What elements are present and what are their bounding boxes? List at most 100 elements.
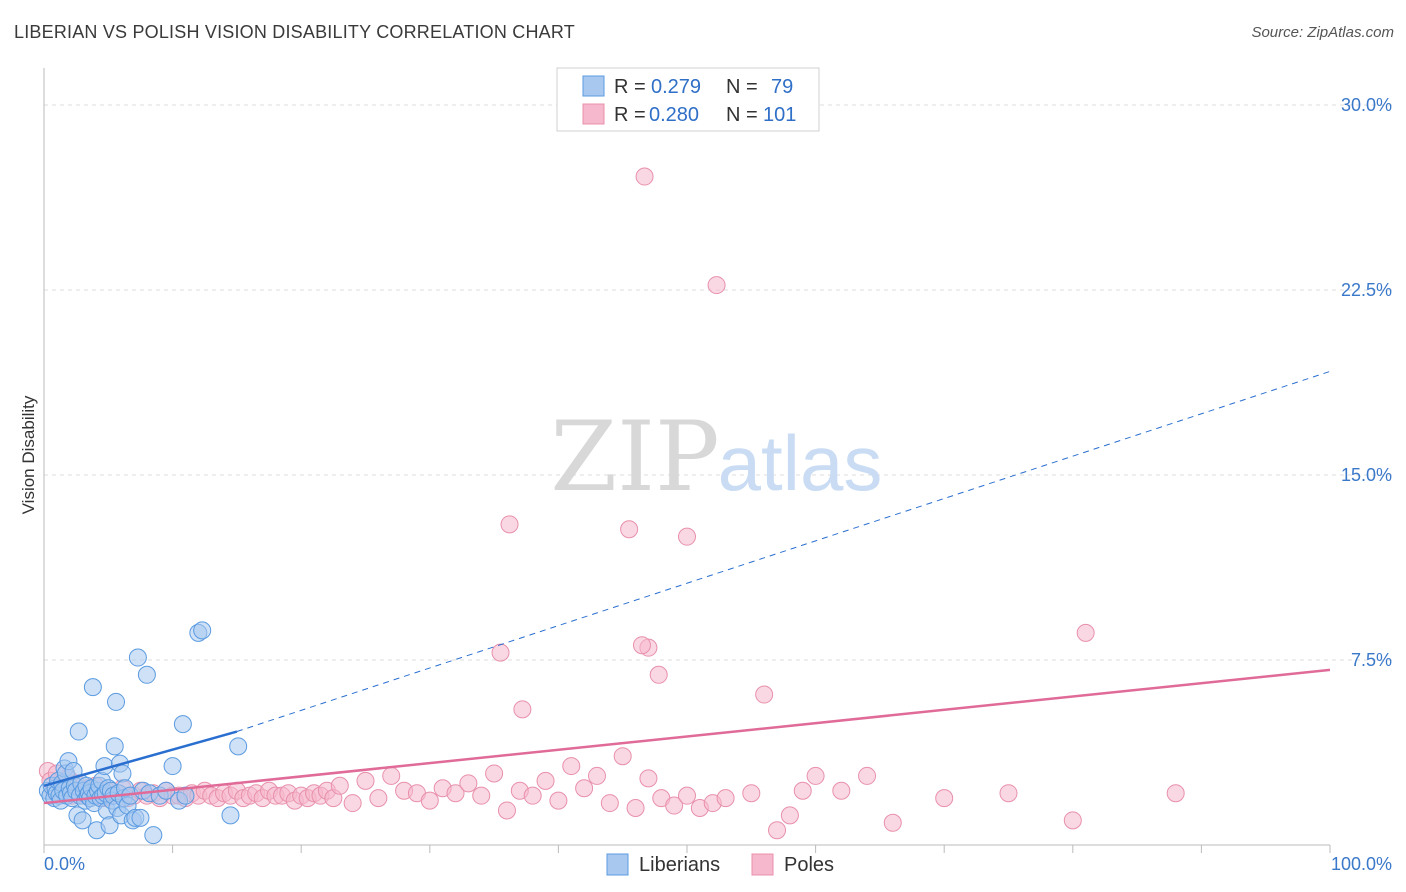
liberians-point: [69, 722, 88, 741]
legend-swatch-poles: [582, 103, 605, 125]
x-tick-label-max: 100.0%: [1331, 854, 1392, 874]
poles-point: [500, 515, 519, 534]
liberians-point: [131, 808, 150, 827]
poles-point: [649, 665, 668, 684]
poles-point: [883, 813, 902, 832]
poles-point: [600, 794, 619, 813]
legend-r-label-liberians: R =: [614, 76, 646, 98]
legend-n-label-liberians: N =: [726, 76, 758, 98]
y-tick-label: 7.5%: [1351, 650, 1392, 670]
poles-point: [575, 779, 594, 798]
bottom-legend-swatch-liberians: [606, 853, 629, 876]
legend: R = 0.279 N = 79 R = 0.280 N = 101: [556, 67, 820, 132]
poles-point: [639, 769, 658, 788]
y-tick-label: 15.0%: [1341, 465, 1392, 485]
legend-swatch-liberians: [582, 75, 605, 97]
bottom-legend-swatch-poles: [751, 853, 774, 876]
axes: [43, 68, 1331, 853]
poles-point: [382, 766, 401, 785]
x-tick-label-min: 0.0%: [44, 854, 85, 874]
poles-point: [742, 784, 761, 803]
poles-point: [793, 781, 812, 800]
liberians-point: [144, 826, 163, 845]
poles-point: [635, 167, 654, 186]
liberians-series: [38, 621, 248, 845]
poles-point: [472, 786, 491, 805]
poles-point: [620, 520, 639, 539]
watermark: ZIP atlas: [550, 401, 882, 513]
poles-point: [497, 801, 516, 820]
poles-point: [491, 643, 510, 662]
poles-point: [678, 786, 696, 805]
legend-r-label-poles: R =: [614, 104, 646, 126]
poles-point: [343, 794, 362, 813]
bottom-legend: Liberians Poles: [606, 853, 834, 876]
legend-r-liberians: 0.279: [651, 76, 701, 98]
legend-n-liberians: 79: [771, 76, 793, 98]
poles-point: [806, 766, 825, 785]
poles-point: [707, 276, 726, 295]
poles-point: [1076, 623, 1095, 642]
poles-point: [330, 776, 349, 795]
poles-point: [665, 796, 684, 815]
y-tick-label: 30.0%: [1341, 95, 1392, 115]
legend-n-label-poles: N =: [726, 104, 758, 126]
poles-point: [562, 757, 581, 776]
poles-point: [420, 791, 439, 810]
liberians-point: [173, 715, 192, 734]
poles-point: [678, 527, 696, 546]
poles-point: [513, 700, 532, 719]
poles-point: [485, 764, 504, 783]
poles-point: [755, 685, 774, 704]
liberians-point: [229, 737, 248, 756]
poles-point: [780, 806, 799, 825]
tick-labels: 7.5% 15.0% 22.5% 30.0% 0.0% 100.0%: [44, 95, 1392, 874]
poles-point: [613, 747, 632, 766]
poles-point: [1166, 784, 1185, 803]
poles-point: [587, 766, 606, 785]
liberians-trend-line: [43, 730, 238, 788]
poles-point: [459, 774, 478, 793]
poles-point: [935, 789, 954, 808]
poles-trend-line: [43, 668, 1331, 805]
poles-point: [632, 636, 651, 655]
poles-point: [523, 786, 542, 805]
liberians-point: [100, 816, 119, 835]
trend-lines: [43, 370, 1331, 805]
poles-point: [626, 799, 645, 817]
poles-point: [832, 781, 851, 800]
poles-point: [858, 766, 877, 785]
liberians-point: [221, 806, 240, 825]
source-label: Source: ZipAtlas.com: [1251, 24, 1394, 41]
poles-point: [356, 771, 375, 790]
liberians-point: [128, 648, 147, 667]
watermark-zip: ZIP: [550, 401, 719, 513]
liberians-point: [137, 665, 156, 684]
chart-title: LIBERIAN VS POLISH VISION DISABILITY COR…: [14, 22, 575, 42]
poles-point: [999, 784, 1018, 803]
liberians-trend-extension: [236, 370, 1331, 733]
y-tick-label: 22.5%: [1341, 280, 1392, 300]
liberians-point: [193, 621, 212, 640]
gridlines: [44, 104, 1392, 661]
poles-point: [1063, 811, 1082, 830]
poles-point: [446, 784, 465, 803]
liberians-point: [105, 737, 124, 756]
liberians-point: [113, 764, 132, 783]
poles-point: [536, 771, 555, 790]
bottom-legend-liberians: Liberians: [639, 854, 720, 876]
poles-point: [716, 789, 735, 808]
liberians-point: [107, 692, 126, 711]
liberians-point: [163, 757, 182, 776]
bottom-legend-poles: Poles: [784, 854, 834, 876]
y-axis-title: Vision Disability: [19, 395, 38, 514]
legend-r-poles: 0.280: [649, 104, 699, 126]
poles-point: [369, 789, 388, 808]
poles-point: [549, 791, 568, 810]
poles-point: [768, 821, 787, 840]
liberians-point: [73, 811, 92, 830]
legend-n-poles: 101: [763, 104, 796, 126]
liberians-point: [83, 678, 102, 697]
watermark-atlas: atlas: [718, 419, 883, 507]
